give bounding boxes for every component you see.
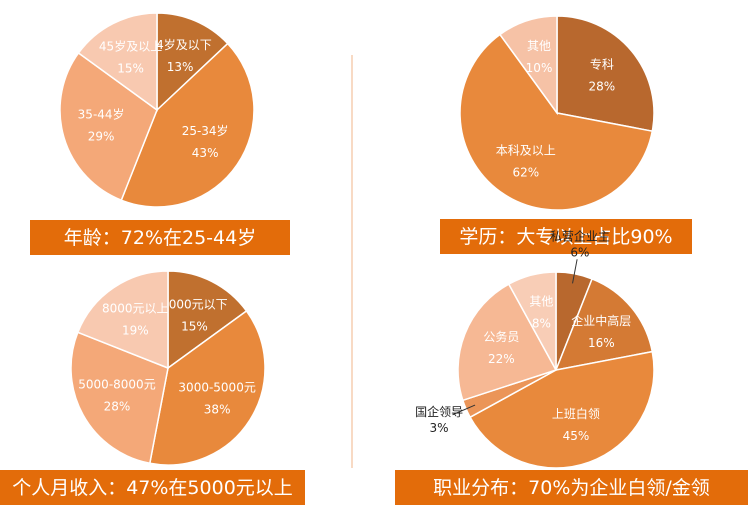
slice-category: 25-34岁 xyxy=(182,123,229,138)
slice-category: 私营企业主 xyxy=(550,228,610,243)
slice-category: 企业中高层 xyxy=(571,313,631,328)
slice-value-label: 3% xyxy=(430,421,449,435)
slice-category: 其他 xyxy=(527,39,551,53)
pie-slice xyxy=(469,350,655,469)
slice-category: 5000-8000元 xyxy=(78,378,155,392)
slice-category: 本科及以上 xyxy=(496,144,556,158)
slice-category: 8000元以上 xyxy=(102,301,169,315)
chart-title: 年龄：72%在25-44岁 xyxy=(64,227,256,249)
slice-category: 上班白领 xyxy=(552,406,600,421)
slice-value-label: 22% xyxy=(488,352,515,366)
pie-slice xyxy=(59,51,158,202)
slice-value-label: 19% xyxy=(122,323,149,337)
slice-value-label: 43% xyxy=(192,146,219,160)
pie-slice xyxy=(498,15,558,116)
slice-category: 3000-5000元 xyxy=(178,381,255,395)
pie-slice xyxy=(554,277,654,371)
slice-category: 其他 xyxy=(529,295,553,309)
slice-category: 3000元以下 xyxy=(161,298,228,312)
title-banner xyxy=(0,470,305,505)
pie-slice xyxy=(77,12,158,112)
slice-value-label: 13% xyxy=(167,60,194,74)
pie-slice xyxy=(507,271,557,371)
slice-value-label: 38% xyxy=(204,403,231,417)
slice-value-label: 10% xyxy=(526,61,553,75)
title-banner xyxy=(440,219,692,254)
slice-category: 公务员 xyxy=(483,329,519,344)
pie-slice xyxy=(148,309,266,466)
pie-slice xyxy=(459,33,654,211)
pie-slice xyxy=(76,270,169,370)
slice-value-label: 15% xyxy=(181,320,208,334)
slice-value-label: 15% xyxy=(117,62,144,76)
chart-title: 学历：大专以上占比90% xyxy=(459,226,672,248)
title-banner xyxy=(30,220,290,255)
pie-slice xyxy=(556,15,655,133)
pie-slice xyxy=(70,331,169,465)
slice-category: 35-44岁 xyxy=(78,107,125,122)
slice-value-label: 62% xyxy=(512,166,539,180)
leader-line xyxy=(452,404,476,416)
slice-value-label: 28% xyxy=(104,400,131,414)
title-banner xyxy=(395,470,748,505)
slice-value-label: 8% xyxy=(532,317,551,331)
slice-value-label: 28% xyxy=(589,79,616,93)
slice-category: 24岁及以下 xyxy=(148,37,211,52)
slice-category: 国企领导 xyxy=(415,404,463,419)
slice-category: 专科 xyxy=(590,56,614,71)
slice-category: 45岁及以上 xyxy=(99,39,162,54)
pie-slice xyxy=(167,270,248,370)
pie-slice xyxy=(120,42,255,208)
pie-slice xyxy=(457,283,558,402)
leader-line xyxy=(572,259,578,284)
chart-title: 职业分布：70%为企业白领/金领 xyxy=(433,477,710,499)
chart-title: 个人月收入：47%在5000元以上 xyxy=(12,477,293,499)
slice-value-label: 45% xyxy=(563,429,590,443)
slice-value-label: 16% xyxy=(588,336,615,350)
pie-slice xyxy=(156,12,229,112)
slice-value-label: 29% xyxy=(88,130,115,144)
slice-value-label: 6% xyxy=(570,245,589,259)
